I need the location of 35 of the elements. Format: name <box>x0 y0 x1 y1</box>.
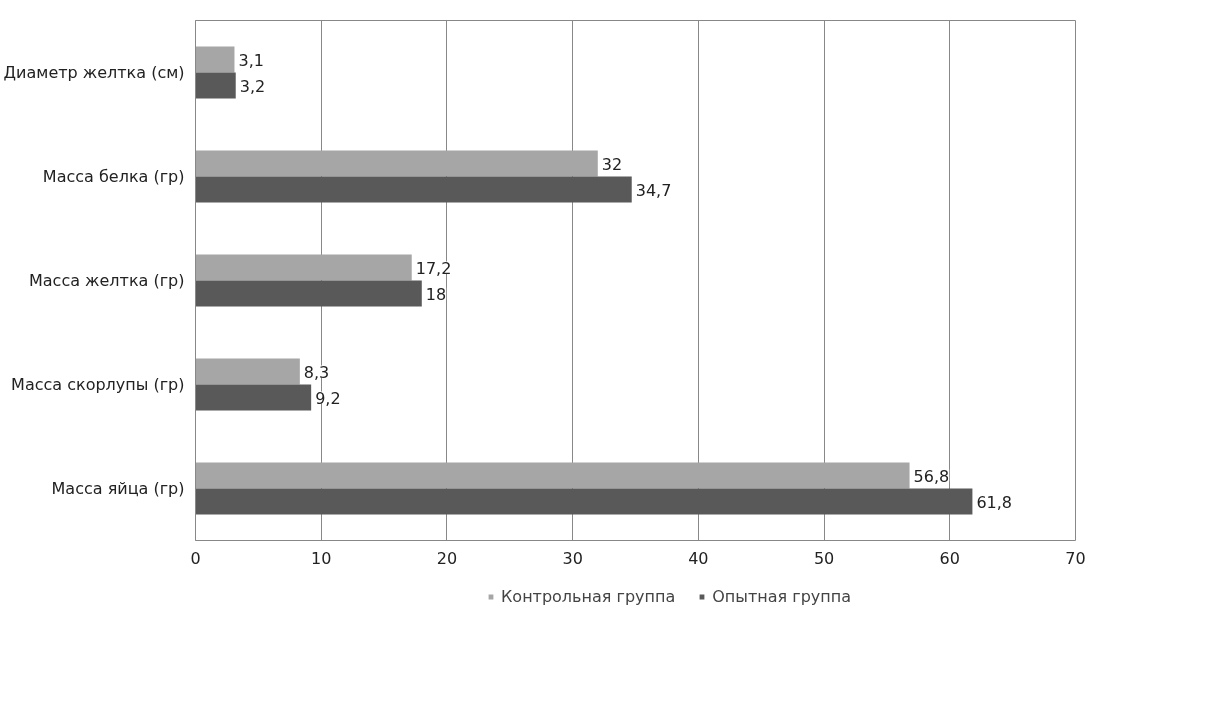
data-label: 61,8 <box>976 492 1013 512</box>
bar <box>195 462 910 489</box>
bar <box>195 488 973 515</box>
data-label: 3,1 <box>238 50 264 70</box>
legend-label: Опытная группа <box>712 586 852 606</box>
y-tick-label: Масса скорлупы (гр) <box>11 375 185 394</box>
data-label: 56,8 <box>913 466 950 486</box>
bar <box>195 254 412 281</box>
bar <box>195 72 236 99</box>
bar <box>195 358 300 385</box>
x-tick-label: 20 <box>436 548 458 568</box>
data-label: 32 <box>601 154 623 174</box>
bar <box>195 176 632 203</box>
data-label: 34,7 <box>635 180 672 200</box>
x-tick-label: 60 <box>939 548 960 568</box>
data-label: 3,2 <box>239 76 266 96</box>
bar <box>195 46 235 73</box>
bar <box>195 150 598 177</box>
x-tick-label: 50 <box>813 548 835 568</box>
bar <box>195 384 312 411</box>
y-tick-label: Масса белка (гр) <box>42 167 185 186</box>
data-label: 8,3 <box>303 362 330 382</box>
data-label: 9,2 <box>315 388 341 408</box>
x-tick-label: 0 <box>190 548 201 568</box>
y-tick-label: Диаметр желтка (см) <box>3 63 185 82</box>
legend-label: Контрольная группа <box>500 586 676 606</box>
y-tick-label: Масса яйца (гр) <box>51 479 185 498</box>
data-label: 18 <box>425 284 447 304</box>
y-tick-label: Масса желтка (гр) <box>29 271 185 290</box>
x-tick-label: 70 <box>1065 548 1086 568</box>
bar <box>195 280 422 307</box>
data-label: 17,2 <box>415 258 452 278</box>
x-tick-label: 10 <box>311 548 332 568</box>
x-tick-label: 30 <box>562 548 583 568</box>
x-tick-label: 40 <box>688 548 709 568</box>
